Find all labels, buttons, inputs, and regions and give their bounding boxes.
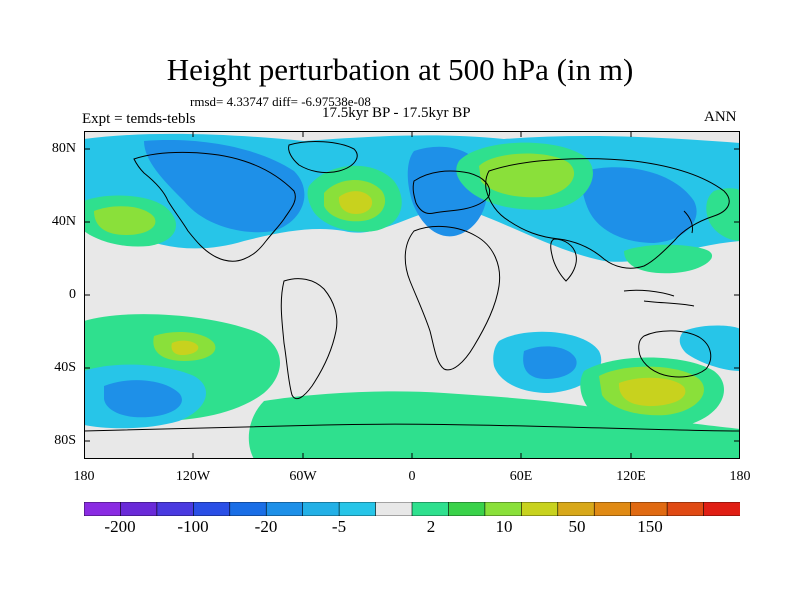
colorbar-label-2: 2 bbox=[426, 517, 436, 536]
coastline-india bbox=[550, 238, 577, 282]
colorbar-label-neg20: -20 bbox=[254, 517, 278, 536]
coastline-japan bbox=[683, 210, 693, 234]
colorbar-swatch bbox=[338, 502, 377, 516]
contour-india-green bbox=[624, 244, 713, 274]
lat-label-80s: 80S bbox=[54, 433, 76, 448]
contour-south-pacific-blue bbox=[104, 380, 182, 418]
experiment-label: Expt = temds-tebls bbox=[82, 111, 196, 127]
lon-label-180-east: 180 bbox=[729, 469, 751, 484]
lon-label-60e: 60E bbox=[509, 469, 533, 484]
contour-pacific-lime bbox=[94, 206, 156, 235]
contour-asia-blue bbox=[581, 167, 697, 243]
colorbar-swatch bbox=[120, 502, 158, 516]
colorbar-label-neg5: -5 bbox=[331, 517, 347, 536]
colorbar-label-neg100: -100 bbox=[177, 517, 209, 536]
colorbar-label-10: 10 bbox=[495, 517, 513, 536]
plot-title: Height perturbation at 500 hPa (in m) bbox=[166, 52, 634, 87]
colorbar-swatch bbox=[84, 502, 122, 516]
colorbar-swatch bbox=[630, 502, 668, 516]
colorbar-swatch bbox=[666, 502, 705, 516]
colorbar-swatch bbox=[448, 502, 486, 516]
coastline-africa bbox=[404, 226, 501, 371]
season-label: ANN bbox=[704, 109, 737, 125]
map-frame bbox=[84, 131, 740, 459]
colorbar-swatch bbox=[375, 502, 413, 516]
colorbar bbox=[84, 502, 740, 516]
lat-label-40n: 40N bbox=[51, 214, 76, 229]
colorbar-swatch bbox=[557, 502, 596, 516]
colorbar-swatch bbox=[302, 502, 340, 516]
coastline-asia bbox=[485, 158, 730, 269]
case-label: 17.5kyr BP - 17.5kyr BP bbox=[322, 105, 471, 121]
contour-south-atlantic-blue bbox=[523, 346, 577, 379]
colorbar-label-150: 150 bbox=[637, 517, 663, 536]
rmsd-stats: rmsd= 4.33747 diff= -6.97538e-08 bbox=[190, 94, 371, 109]
coastline-south-america bbox=[280, 278, 338, 400]
coastline-antarctica bbox=[84, 423, 740, 432]
coastline-indonesia bbox=[623, 289, 695, 307]
contour-atlantic-yellow bbox=[338, 191, 373, 214]
colorbar-swatch bbox=[484, 502, 523, 516]
colorbar-swatch bbox=[593, 502, 632, 516]
coastline-europe bbox=[412, 170, 491, 214]
coastlines bbox=[84, 141, 740, 432]
colorbar-swatch bbox=[229, 502, 268, 516]
lon-label-120w: 120W bbox=[175, 469, 211, 484]
lat-label-80n: 80N bbox=[51, 141, 76, 156]
contour-eastpacific-green bbox=[706, 188, 740, 241]
colorbar-swatch bbox=[703, 502, 740, 516]
colorbar-swatch bbox=[265, 502, 304, 516]
contour-siberia-lime bbox=[479, 153, 575, 198]
colorbar-swatch bbox=[521, 502, 559, 516]
colorbar-label-50: 50 bbox=[568, 517, 586, 536]
lat-label-40s: 40S bbox=[54, 360, 76, 375]
coastline-greenland bbox=[288, 141, 358, 174]
lat-label-0: 0 bbox=[69, 287, 76, 302]
contour-north-blue bbox=[144, 140, 305, 233]
lon-label-180-west: 180 bbox=[73, 469, 95, 484]
lon-label-0: 0 bbox=[408, 469, 416, 484]
lon-label-60w: 60W bbox=[289, 469, 317, 484]
coastline-australia bbox=[638, 330, 712, 378]
colorbar-swatch bbox=[411, 502, 450, 516]
lon-label-120e: 120E bbox=[616, 469, 646, 484]
colorbar-label-neg200: -200 bbox=[104, 517, 136, 536]
colorbar-swatch bbox=[156, 502, 195, 516]
contour-south-indian-yellow bbox=[618, 377, 686, 407]
coastline-north-america bbox=[133, 151, 296, 262]
colorbar-swatch bbox=[193, 502, 231, 516]
contour-eastern-indian-lightblue bbox=[679, 325, 740, 371]
contour-south-pacific-yellow bbox=[171, 340, 199, 355]
height-perturbation-map bbox=[84, 131, 740, 459]
